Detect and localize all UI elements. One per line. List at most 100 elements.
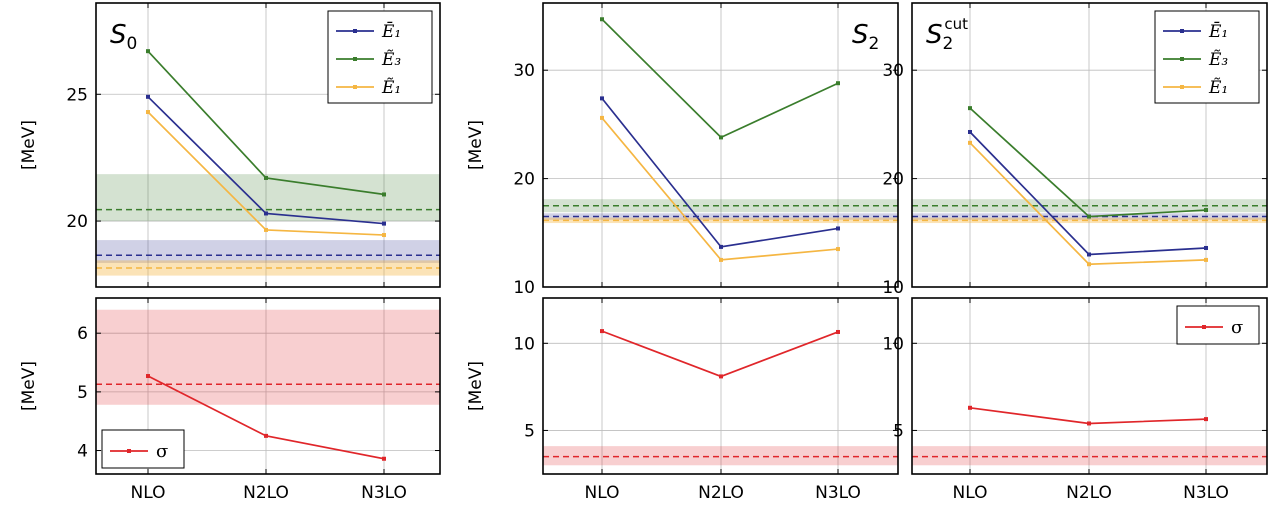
- data-point: [968, 129, 972, 134]
- y-axis-label: [MeV]: [466, 361, 486, 411]
- panel-s2_top: 10 20 30 [MeV] S2: [466, 2, 899, 298]
- data-point: [146, 94, 150, 99]
- x-tick-label: N2LO: [243, 483, 289, 503]
- legend-label: σ: [156, 441, 168, 462]
- data-point: [719, 257, 723, 262]
- uncertainty-band: [96, 309, 440, 405]
- y-tick-label: 30: [882, 61, 904, 81]
- y-tick-label: 20: [513, 170, 535, 190]
- data-point: [146, 110, 150, 115]
- series-line: [969, 406, 1207, 425]
- legend-marker: [353, 29, 357, 33]
- panel-s2cut_bottom: 5 10 NLO N2LO N3LO σ: [882, 297, 1268, 503]
- legend: Ē₁ Ẽ₃ Ẽ₁: [327, 10, 433, 104]
- legend-label: Ẽ₃: [1208, 49, 1228, 70]
- y-tick-label: 10: [513, 334, 535, 354]
- data-point: [968, 140, 972, 145]
- y-tick-label: 6: [77, 324, 88, 344]
- uncertainty-band: [543, 213, 898, 220]
- uncertainty-band: [543, 217, 898, 224]
- y-tick-label: 25: [66, 85, 88, 105]
- data-point: [382, 456, 386, 461]
- legend-label: Ẽ₁: [381, 77, 401, 98]
- legend-label: σ: [1231, 317, 1243, 338]
- y-tick-label: 5: [77, 383, 88, 403]
- y-tick-label: 10: [513, 278, 535, 298]
- band-layer: [912, 199, 1267, 224]
- data-point: [836, 226, 840, 231]
- series-line: [969, 131, 1207, 256]
- data-point: [1087, 262, 1091, 267]
- legend: Ē₁ Ẽ₃ Ẽ₁: [1154, 10, 1260, 104]
- x-tick-label: NLO: [585, 483, 620, 503]
- legend-label: Ẽ₃: [381, 49, 401, 70]
- data-point: [719, 244, 723, 249]
- data-point: [836, 81, 840, 86]
- panel-s0_bottom: 4 5 6 NLO N2LO N3LO [MeV] σ: [19, 297, 441, 503]
- data-point: [264, 227, 268, 232]
- y-tick-label: 30: [513, 61, 535, 81]
- plot-frame: [95, 2, 441, 288]
- x-tick-label: NLO: [131, 483, 166, 503]
- y-tick-label: 10: [882, 334, 904, 354]
- plot-frame: [95, 297, 441, 475]
- data-point: [146, 49, 150, 54]
- data-point: [600, 115, 604, 120]
- series-line: [601, 18, 839, 139]
- legend-marker: [1180, 57, 1184, 61]
- y-tick-label: 20: [882, 170, 904, 190]
- legend-marker: [353, 85, 357, 89]
- x-tick-label: N2LO: [698, 483, 744, 503]
- y-tick-label: 20: [66, 212, 88, 232]
- data-point: [1087, 252, 1091, 257]
- data-point: [1204, 208, 1208, 213]
- x-tick-label: N3LO: [815, 483, 861, 503]
- legend-box: [1176, 305, 1260, 345]
- data-point: [719, 374, 723, 379]
- legend: σ: [101, 429, 185, 469]
- data-point: [146, 374, 150, 379]
- y-axis-label: [MeV]: [466, 120, 486, 170]
- legend: σ: [1176, 305, 1260, 345]
- y-tick-label: 4: [77, 442, 88, 462]
- data-point: [719, 135, 723, 140]
- legend-label: Ē₁: [381, 21, 401, 42]
- x-tick-label: NLO: [953, 483, 988, 503]
- data-point: [382, 233, 386, 238]
- data-point: [600, 329, 604, 334]
- uncertainty-band: [912, 217, 1267, 224]
- panel-title: S2: [852, 20, 879, 54]
- y-tick-label: 5: [893, 421, 904, 441]
- series-line: [601, 97, 839, 248]
- panel-title: S2cut: [926, 15, 968, 54]
- data-point: [1204, 257, 1208, 262]
- data-point: [836, 329, 840, 334]
- data-point: [836, 247, 840, 252]
- legend-box: [101, 429, 185, 469]
- legend-label: Ē₁: [1208, 21, 1228, 42]
- legend-box: [1154, 10, 1260, 104]
- x-tick-label: N3LO: [1183, 483, 1229, 503]
- band-layer: [96, 174, 440, 276]
- uncertainty-band: [96, 240, 440, 263]
- plot-frame: [542, 2, 899, 288]
- uncertainty-band: [543, 199, 898, 213]
- data-point: [1204, 245, 1208, 250]
- y-axis-label: [MeV]: [19, 120, 39, 170]
- series-line: [601, 330, 839, 378]
- band-layer: [96, 309, 440, 405]
- y-tick-label: 10: [882, 278, 904, 298]
- panel-s2cut_top: 10 20 30 S2cut Ē₁ Ẽ₃ Ẽ₁: [882, 2, 1268, 298]
- legend-marker: [1180, 29, 1184, 33]
- legend-box: [327, 10, 433, 104]
- panel-title: S0: [110, 20, 137, 54]
- data-point: [264, 211, 268, 216]
- legend-marker: [353, 57, 357, 61]
- legend-marker: [1202, 325, 1206, 329]
- legend-marker: [127, 449, 131, 453]
- y-tick-label: 5: [524, 421, 535, 441]
- uncertainty-band: [912, 199, 1267, 213]
- x-tick-label: N2LO: [1066, 483, 1112, 503]
- data-point: [382, 221, 386, 226]
